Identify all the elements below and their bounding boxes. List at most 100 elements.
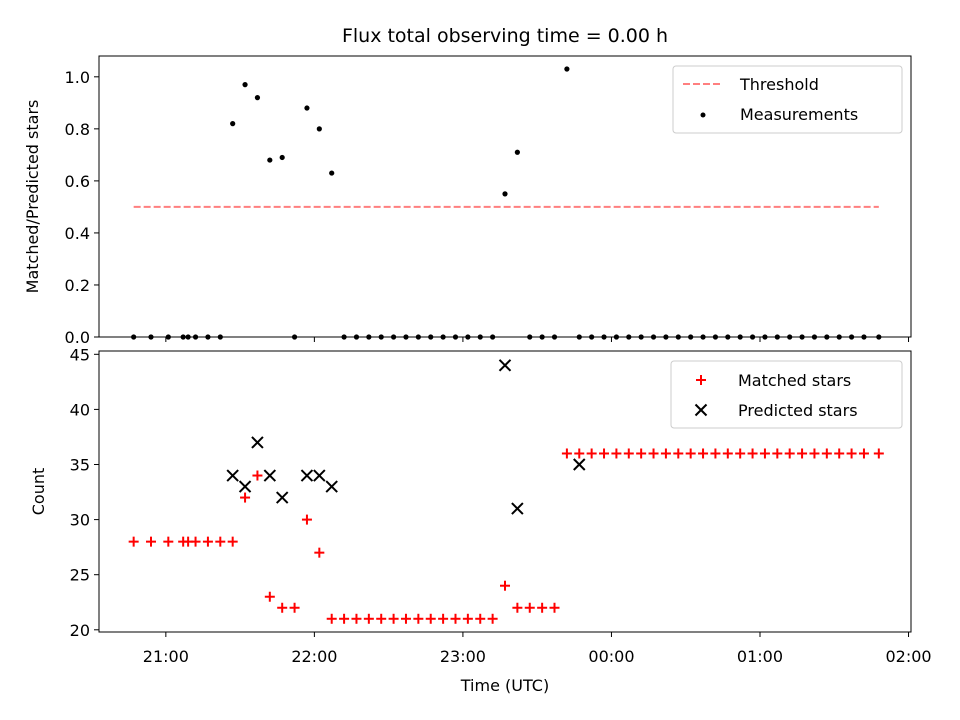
legend-plus-glyph bbox=[696, 375, 706, 385]
matched-star-point bbox=[163, 536, 174, 547]
matched-star-point bbox=[858, 448, 869, 459]
measurement-point bbox=[267, 157, 273, 163]
matched-star-point bbox=[549, 602, 560, 613]
matched-star-point bbox=[735, 448, 746, 459]
plot-frame bbox=[98, 350, 912, 633]
matched-star-point bbox=[289, 602, 300, 613]
star-count-chart: Count Time (UTC) 20 25 30 35 40 45 21:00 22:00… bbox=[29, 345, 932, 695]
matched-star-point bbox=[834, 448, 845, 459]
y-tick-label: 0.4 bbox=[65, 224, 90, 243]
measurement-point bbox=[242, 82, 248, 88]
measurement-point bbox=[279, 154, 285, 161]
plot-marks bbox=[128, 359, 884, 624]
matched-star-point bbox=[277, 602, 288, 613]
matched-star-point bbox=[450, 613, 461, 624]
x-tick-label: 21:00 bbox=[143, 647, 189, 666]
matched-star-point bbox=[351, 613, 362, 624]
y-tick-label: 40 bbox=[70, 400, 90, 419]
y-tick-label: 20 bbox=[70, 621, 90, 640]
measurement-point bbox=[304, 105, 310, 111]
matched-star-point bbox=[512, 602, 523, 613]
matched-star-point bbox=[301, 514, 312, 525]
x-tick-label: 23:00 bbox=[440, 647, 486, 666]
matched-star-point bbox=[487, 613, 498, 624]
matched-star-point bbox=[462, 613, 473, 624]
x-tick-label: 00:00 bbox=[588, 647, 634, 666]
predicted-star-point bbox=[325, 480, 338, 493]
matched-star-point bbox=[772, 448, 783, 459]
predicted-star-point bbox=[238, 480, 252, 493]
legend-matched-swatch bbox=[696, 375, 706, 385]
x-tick-label: 22:00 bbox=[291, 647, 337, 666]
legend-predicted-label: Predicted stars bbox=[738, 401, 858, 420]
chart-title: Flux total observing time = 0.00 h bbox=[342, 25, 668, 47]
matched-star-point bbox=[784, 448, 795, 459]
matched-star-point bbox=[623, 448, 634, 459]
matched-star-point bbox=[227, 536, 238, 547]
matched-star-point bbox=[809, 448, 820, 459]
measurement-point bbox=[502, 191, 508, 197]
matched-star-point bbox=[376, 613, 387, 624]
matched-star-point bbox=[339, 613, 350, 624]
matched-star-point bbox=[145, 536, 156, 547]
y-tick-label: 35 bbox=[70, 456, 90, 475]
measurement-point bbox=[230, 121, 236, 127]
matched-star-point bbox=[673, 448, 684, 459]
matched-star-point bbox=[611, 448, 622, 459]
predicted-star-point bbox=[313, 469, 326, 482]
matched-star-point bbox=[413, 613, 424, 624]
y-axis-ticks: 20 25 30 35 40 45 bbox=[70, 345, 99, 640]
matched-star-point bbox=[698, 448, 709, 459]
y-axis-ticks: 0.0 0.2 0.4 0.6 0.8 1.0 bbox=[65, 68, 99, 347]
predicted-star-point bbox=[251, 436, 264, 449]
legend-x-glyph bbox=[694, 403, 708, 417]
y-tick-label: 0.2 bbox=[65, 276, 90, 295]
predicted-star-point bbox=[263, 469, 277, 482]
matched-star-point bbox=[537, 602, 548, 613]
legend: Threshold Measurements bbox=[672, 65, 903, 134]
matched-star-point bbox=[747, 448, 758, 459]
matched-star-point bbox=[524, 602, 535, 613]
matched-star-point bbox=[710, 448, 721, 459]
legend-box bbox=[670, 360, 903, 429]
matched-star-point bbox=[438, 613, 449, 624]
matched-star-point bbox=[128, 536, 139, 547]
y-axis-label: Matched/Predicted stars bbox=[23, 100, 42, 294]
matched-star-point bbox=[873, 448, 884, 459]
y-tick-label: 30 bbox=[70, 511, 90, 530]
flux-ratio-chart: Flux total observing time = 0.00 h Match… bbox=[23, 25, 912, 347]
matched-star-point bbox=[561, 448, 572, 459]
matched-star-point bbox=[660, 448, 671, 459]
x-axis-label: Time (UTC) bbox=[460, 676, 549, 695]
predicted-star-point bbox=[226, 469, 239, 482]
matched-star-point bbox=[363, 613, 374, 624]
y-tick-label: 0.0 bbox=[65, 328, 90, 347]
y-tick-label: 1.0 bbox=[65, 68, 90, 87]
matched-star-point bbox=[326, 613, 337, 624]
y-tick-label: 0.6 bbox=[65, 172, 90, 191]
y-tick-label: 25 bbox=[70, 566, 90, 585]
x-tick-label: 02:00 bbox=[885, 647, 931, 666]
y-axis-label: Count bbox=[29, 468, 48, 516]
matched-star-point bbox=[252, 470, 263, 481]
matched-star-point bbox=[190, 536, 201, 547]
legend-measurements-label: Measurements bbox=[740, 105, 858, 124]
matched-star-point bbox=[759, 448, 770, 459]
matched-star-point bbox=[202, 536, 213, 547]
matched-star-point bbox=[586, 448, 597, 459]
x-axis-ticks: 21:00 22:00 23:00 00:00 01:00 02:00 bbox=[143, 632, 932, 666]
matched-star-point bbox=[264, 591, 275, 602]
measurement-point bbox=[514, 149, 520, 155]
matched-star-point bbox=[574, 448, 585, 459]
matched-star-point bbox=[388, 613, 399, 624]
y-tick-label: 45 bbox=[70, 345, 90, 364]
matched-star-point bbox=[599, 448, 610, 459]
matched-star-point bbox=[240, 492, 251, 503]
matched-star-point bbox=[215, 536, 226, 547]
predicted-star-point bbox=[511, 502, 524, 515]
measurement-point bbox=[316, 126, 322, 132]
matched-star-point bbox=[425, 613, 436, 624]
matched-star-point bbox=[797, 448, 808, 459]
matched-star-point bbox=[636, 448, 647, 459]
